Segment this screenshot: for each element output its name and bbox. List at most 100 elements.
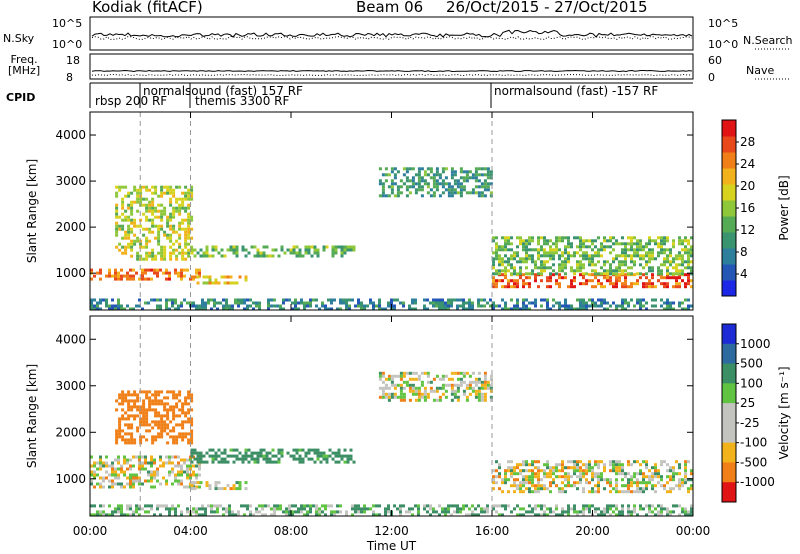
echo-cell — [330, 301, 333, 305]
mode-label-rbsp: rbsp 200 RF — [95, 94, 168, 108]
echo-cell — [114, 274, 117, 278]
echo-cell — [495, 251, 498, 255]
echo-cell — [414, 182, 418, 186]
echo-cell — [339, 504, 342, 508]
echo-cell — [390, 392, 394, 396]
echo-cell — [516, 307, 519, 311]
echo-cell — [211, 460, 215, 464]
echo-cell — [630, 272, 633, 276]
echo-cell — [280, 448, 284, 452]
echo-cell — [594, 254, 597, 258]
echo-cell — [393, 173, 397, 177]
echo-cell — [513, 478, 516, 482]
echo-cell — [160, 423, 164, 427]
colorbar-label: Velocity [m s⁻¹] — [777, 366, 791, 459]
echo-cell — [285, 513, 288, 517]
echo-cell — [561, 469, 564, 473]
echo-cell — [148, 218, 152, 222]
echo-cell — [175, 248, 179, 252]
echo-cell — [585, 304, 588, 308]
echo-cell — [330, 504, 333, 508]
echo-cell — [387, 185, 391, 189]
echo-cell — [151, 441, 155, 445]
echo-cell — [172, 188, 176, 192]
echo-cell — [501, 285, 504, 289]
echo-cell — [136, 429, 140, 433]
echo-cell — [205, 254, 209, 258]
echo-cell — [151, 200, 155, 204]
echo-cell — [507, 239, 510, 243]
echo-cell — [93, 485, 96, 489]
echo-cell — [114, 277, 117, 281]
echo-cell — [154, 420, 158, 424]
echo-cell — [343, 251, 347, 255]
echo-cell — [121, 396, 125, 400]
echo-cell — [172, 224, 176, 228]
echo-cell — [549, 266, 552, 270]
echo-cell — [303, 507, 306, 511]
echo-cell — [271, 454, 275, 458]
echo-cell — [639, 301, 642, 305]
echo-cell — [687, 304, 690, 308]
echo-cell — [609, 460, 612, 464]
echo-cell — [145, 215, 149, 219]
freq-top-tick: 18 — [66, 54, 80, 67]
echo-cell — [357, 298, 360, 302]
echo-cell — [471, 510, 474, 514]
echo-cell — [522, 239, 525, 243]
echo-cell — [450, 513, 453, 517]
echo-cell — [289, 251, 293, 255]
echo-cell — [135, 504, 138, 508]
echo-cell — [540, 304, 543, 308]
echo-cell — [150, 458, 153, 462]
echo-cell — [528, 463, 531, 467]
echo-cell — [181, 435, 185, 439]
echo-cell — [250, 457, 254, 461]
echo-cell — [408, 377, 412, 381]
echo-cell — [558, 254, 561, 258]
echo-cell — [492, 282, 495, 286]
echo-cell — [681, 307, 684, 311]
echo-cell — [198, 304, 201, 308]
echo-cell — [129, 513, 132, 517]
echo-cell — [178, 203, 182, 207]
echo-cell — [576, 475, 579, 479]
echo-cell — [294, 298, 297, 302]
echo-cell — [543, 260, 546, 264]
echo-cell — [306, 504, 309, 508]
echo-cell — [124, 441, 128, 445]
echo-cell — [672, 301, 675, 305]
echo-cell — [552, 257, 555, 261]
colorbar-tick-label: 28 — [740, 135, 755, 149]
echo-cell — [123, 485, 126, 489]
echo-cell — [202, 275, 206, 279]
echo-cell — [456, 298, 459, 302]
echo-cell — [684, 507, 687, 511]
echo-cell — [495, 257, 498, 261]
echo-cell — [555, 245, 558, 249]
echo-cell — [465, 513, 468, 517]
echo-cell — [588, 504, 591, 508]
echo-cell — [150, 504, 153, 508]
echo-cell — [228, 510, 231, 514]
echo-cell — [531, 490, 534, 494]
echo-cell — [510, 248, 513, 252]
echo-cell — [322, 248, 326, 252]
echo-cell — [567, 460, 570, 464]
echo-cell — [630, 282, 633, 286]
echo-cell — [133, 441, 137, 445]
echo-cell — [151, 438, 155, 442]
echo-cell — [93, 298, 96, 302]
echo-cell — [606, 510, 609, 514]
echo-cell — [184, 230, 188, 234]
echo-cell — [426, 374, 430, 378]
echo-cell — [501, 263, 504, 267]
echo-cell — [411, 298, 414, 302]
echo-cell — [108, 504, 111, 508]
echo-cell — [411, 182, 415, 186]
echo-cell — [660, 236, 663, 240]
echo-cell — [408, 304, 411, 308]
echo-cell — [648, 248, 651, 252]
echo-cell — [256, 451, 260, 455]
echo-cell — [138, 455, 141, 459]
